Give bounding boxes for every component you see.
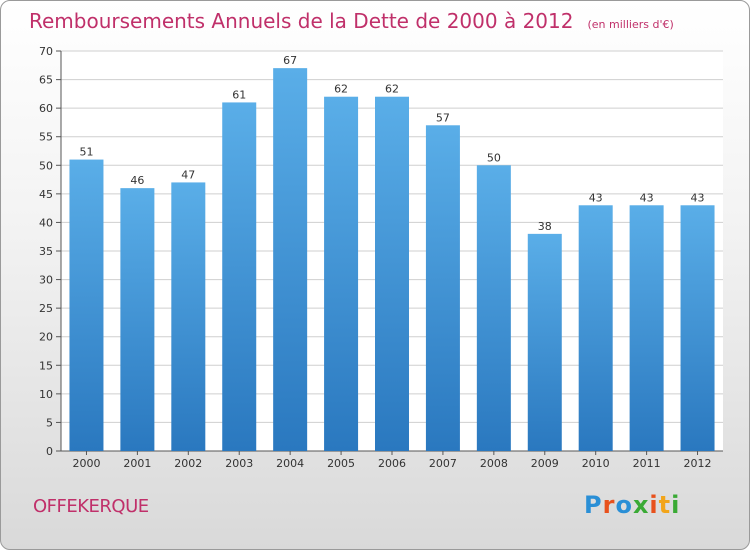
y-tick-label: 70 [39,45,53,58]
x-tick-label: 2006 [378,457,406,470]
y-tick-label: 45 [39,188,53,201]
y-tick-label: 15 [39,359,53,372]
x-tick-label: 2012 [684,457,712,470]
chart-title-text: Remboursements Annuels de la Dette de 20… [29,9,574,33]
bar [69,159,104,452]
x-tick-label: 2010 [582,457,610,470]
y-tick-label: 10 [39,388,53,401]
x-tick-label: 2008 [480,457,508,470]
bar [273,68,308,452]
y-tick-label: 25 [39,302,53,315]
x-tick-label: 2004 [276,457,304,470]
y-tick-label: 55 [39,131,53,144]
bar [680,205,715,451]
bar [629,205,664,451]
bar-value-label: 50 [487,151,501,164]
bar-value-label: 57 [436,111,450,124]
x-tick-label: 2005 [327,457,355,470]
bar-value-label: 62 [385,83,399,96]
bar [120,188,155,451]
y-tick-label: 35 [39,245,53,258]
bar [171,182,206,451]
logo-letter: i [649,491,659,519]
y-tick-label: 30 [39,274,53,287]
chart-unit-label: (en milliers d'€) [587,18,674,31]
x-tick-label: 2007 [429,457,457,470]
commune-name: OFFEKERQUE [33,496,149,517]
bar-value-label: 51 [79,146,93,159]
bar-value-label: 62 [334,83,348,96]
logo-letter: x [632,491,650,519]
y-tick-label: 60 [39,102,53,115]
bar [375,96,409,451]
logo-letter: t [658,491,672,519]
logo-letter: o [615,491,633,519]
bar-value-label: 43 [589,191,603,204]
logo-letter: P [584,491,603,519]
logo-letter: r [602,491,616,519]
bar-value-label: 38 [538,220,552,233]
y-tick-label: 20 [39,331,53,344]
bar [527,233,562,451]
x-tick-label: 2009 [531,457,559,470]
bar-value-label: 47 [181,168,195,181]
proxiti-logo: Proxiti [584,491,680,519]
bar [578,205,613,451]
chart-title: Remboursements Annuels de la Dette de 20… [29,9,674,33]
bar-value-label: 43 [691,191,705,204]
x-tick-label: 2011 [633,457,661,470]
bar-value-label: 61 [232,88,246,101]
y-tick-label: 40 [39,216,53,229]
bar [425,125,460,452]
bar-value-label: 43 [640,191,654,204]
x-tick-label: 2002 [174,457,202,470]
y-tick-label: 0 [46,445,53,458]
x-tick-label: 2000 [72,457,100,470]
y-tick-label: 65 [39,74,53,87]
y-tick-label: 5 [46,416,53,429]
bar [222,102,257,451]
x-tick-label: 2001 [123,457,151,470]
bar-value-label: 46 [130,174,144,187]
x-tick-label: 2003 [225,457,253,470]
bar-value-label: 67 [283,54,297,67]
bar [476,165,511,452]
y-tick-label: 50 [39,159,53,172]
logo-letter: i [671,491,681,519]
bar [324,96,359,451]
